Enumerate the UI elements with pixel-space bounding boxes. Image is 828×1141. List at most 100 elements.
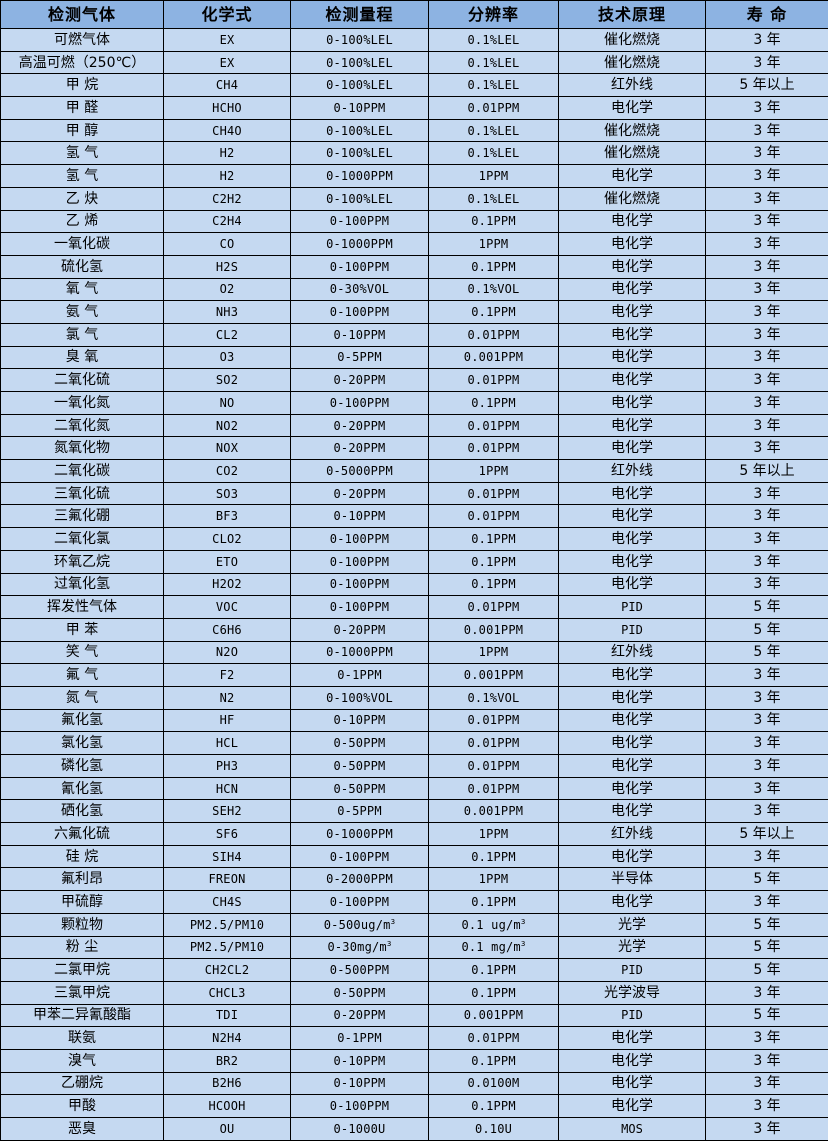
cell-technology: 电化学 <box>559 346 706 369</box>
cell-range: 0-5PPM <box>291 346 429 369</box>
cell-range: 0-50PPM <box>291 981 429 1004</box>
cell-range: 0-2000PPM <box>291 868 429 891</box>
cell-resolution: 0.001PPM <box>429 800 559 823</box>
cell-gas-name: 氯化氢 <box>1 732 164 755</box>
cell-range: 0-100PPM <box>291 891 429 914</box>
cell-gas-name: 甲苯二异氰酸酯 <box>1 1004 164 1027</box>
cell-technology: 电化学 <box>559 278 706 301</box>
cell-lifetime: 3 年 <box>706 119 828 142</box>
cell-formula: HCOOH <box>164 1095 291 1118</box>
cell-gas-name: 甲 苯 <box>1 618 164 641</box>
cell-technology: PID <box>559 1004 706 1027</box>
cell-range: 0-10PPM <box>291 97 429 120</box>
cell-range: 0-100PPM <box>291 255 429 278</box>
cell-range: 0-20PPM <box>291 618 429 641</box>
cell-lifetime: 3 年 <box>706 437 828 460</box>
cell-formula: CHCL3 <box>164 981 291 1004</box>
cell-formula: FREON <box>164 868 291 891</box>
cell-resolution: 0.001PPM <box>429 346 559 369</box>
cell-lifetime: 5 年以上 <box>706 74 828 97</box>
cell-technology: 电化学 <box>559 845 706 868</box>
cell-formula: NH3 <box>164 301 291 324</box>
cell-formula: H2O2 <box>164 573 291 596</box>
cell-resolution: 0.01PPM <box>429 369 559 392</box>
cell-resolution: 0.1PPM <box>429 959 559 982</box>
cell-gas-name: 二氧化氮 <box>1 414 164 437</box>
cell-resolution: 0.1PPM <box>429 392 559 415</box>
cell-resolution: 0.01PPM <box>429 97 559 120</box>
cell-formula: ETO <box>164 550 291 573</box>
cell-gas-name: 乙 炔 <box>1 187 164 210</box>
cell-formula: CL2 <box>164 323 291 346</box>
header-row: 检测气体 化学式 检测量程 分辨率 技术原理 寿 命 <box>1 1 828 29</box>
cell-resolution: 0.01PPM <box>429 482 559 505</box>
cell-technology: 电化学 <box>559 369 706 392</box>
cell-technology: 电化学 <box>559 233 706 256</box>
cell-gas-name: 二氧化氯 <box>1 528 164 551</box>
cell-formula: F2 <box>164 664 291 687</box>
cell-range: 0-30mg/m3 <box>291 936 429 959</box>
cell-range: 0-1000PPM <box>291 823 429 846</box>
cell-gas-name: 氰化氢 <box>1 777 164 800</box>
cell-lifetime: 3 年 <box>706 210 828 233</box>
cell-resolution: 1PPM <box>429 233 559 256</box>
cell-lifetime: 3 年 <box>706 800 828 823</box>
cell-gas-name: 氧 气 <box>1 278 164 301</box>
cell-technology: 红外线 <box>559 641 706 664</box>
cell-formula: BR2 <box>164 1049 291 1072</box>
cell-formula: VOC <box>164 596 291 619</box>
cell-gas-name: 粉 尘 <box>1 936 164 959</box>
cell-range: 0-10PPM <box>291 323 429 346</box>
cell-gas-name: 硅 烷 <box>1 845 164 868</box>
cell-lifetime: 3 年 <box>706 686 828 709</box>
column-header-lifetime: 寿 命 <box>706 1 828 29</box>
cell-range: 0-100PPM <box>291 1095 429 1118</box>
cell-resolution: 0.1PPM <box>429 550 559 573</box>
cell-technology: PID <box>559 618 706 641</box>
cell-resolution: 0.1%VOL <box>429 278 559 301</box>
cell-lifetime: 5 年 <box>706 596 828 619</box>
cell-technology: 催化燃烧 <box>559 29 706 52</box>
cell-gas-name: 氢 气 <box>1 165 164 188</box>
cell-formula: NO2 <box>164 414 291 437</box>
cell-resolution: 0.1%LEL <box>429 29 559 52</box>
cell-lifetime: 3 年 <box>706 1072 828 1095</box>
cell-lifetime: 3 年 <box>706 346 828 369</box>
cell-lifetime: 3 年 <box>706 845 828 868</box>
cell-resolution: 0.1%LEL <box>429 142 559 165</box>
cell-technology: 电化学 <box>559 686 706 709</box>
cell-lifetime: 3 年 <box>706 301 828 324</box>
cell-resolution: 0.0100M <box>429 1072 559 1095</box>
cell-resolution: 0.1PPM <box>429 301 559 324</box>
cell-lifetime: 3 年 <box>706 732 828 755</box>
cell-formula: HF <box>164 709 291 732</box>
cell-resolution: 0.01PPM <box>429 777 559 800</box>
cell-resolution: 0.1%LEL <box>429 74 559 97</box>
cell-lifetime: 3 年 <box>706 709 828 732</box>
cell-formula: H2 <box>164 142 291 165</box>
cell-lifetime: 3 年 <box>706 1095 828 1118</box>
cell-technology: 电化学 <box>559 301 706 324</box>
cell-technology: 电化学 <box>559 1049 706 1072</box>
cell-range: 0-500ug/m3 <box>291 913 429 936</box>
cell-formula: C2H4 <box>164 210 291 233</box>
